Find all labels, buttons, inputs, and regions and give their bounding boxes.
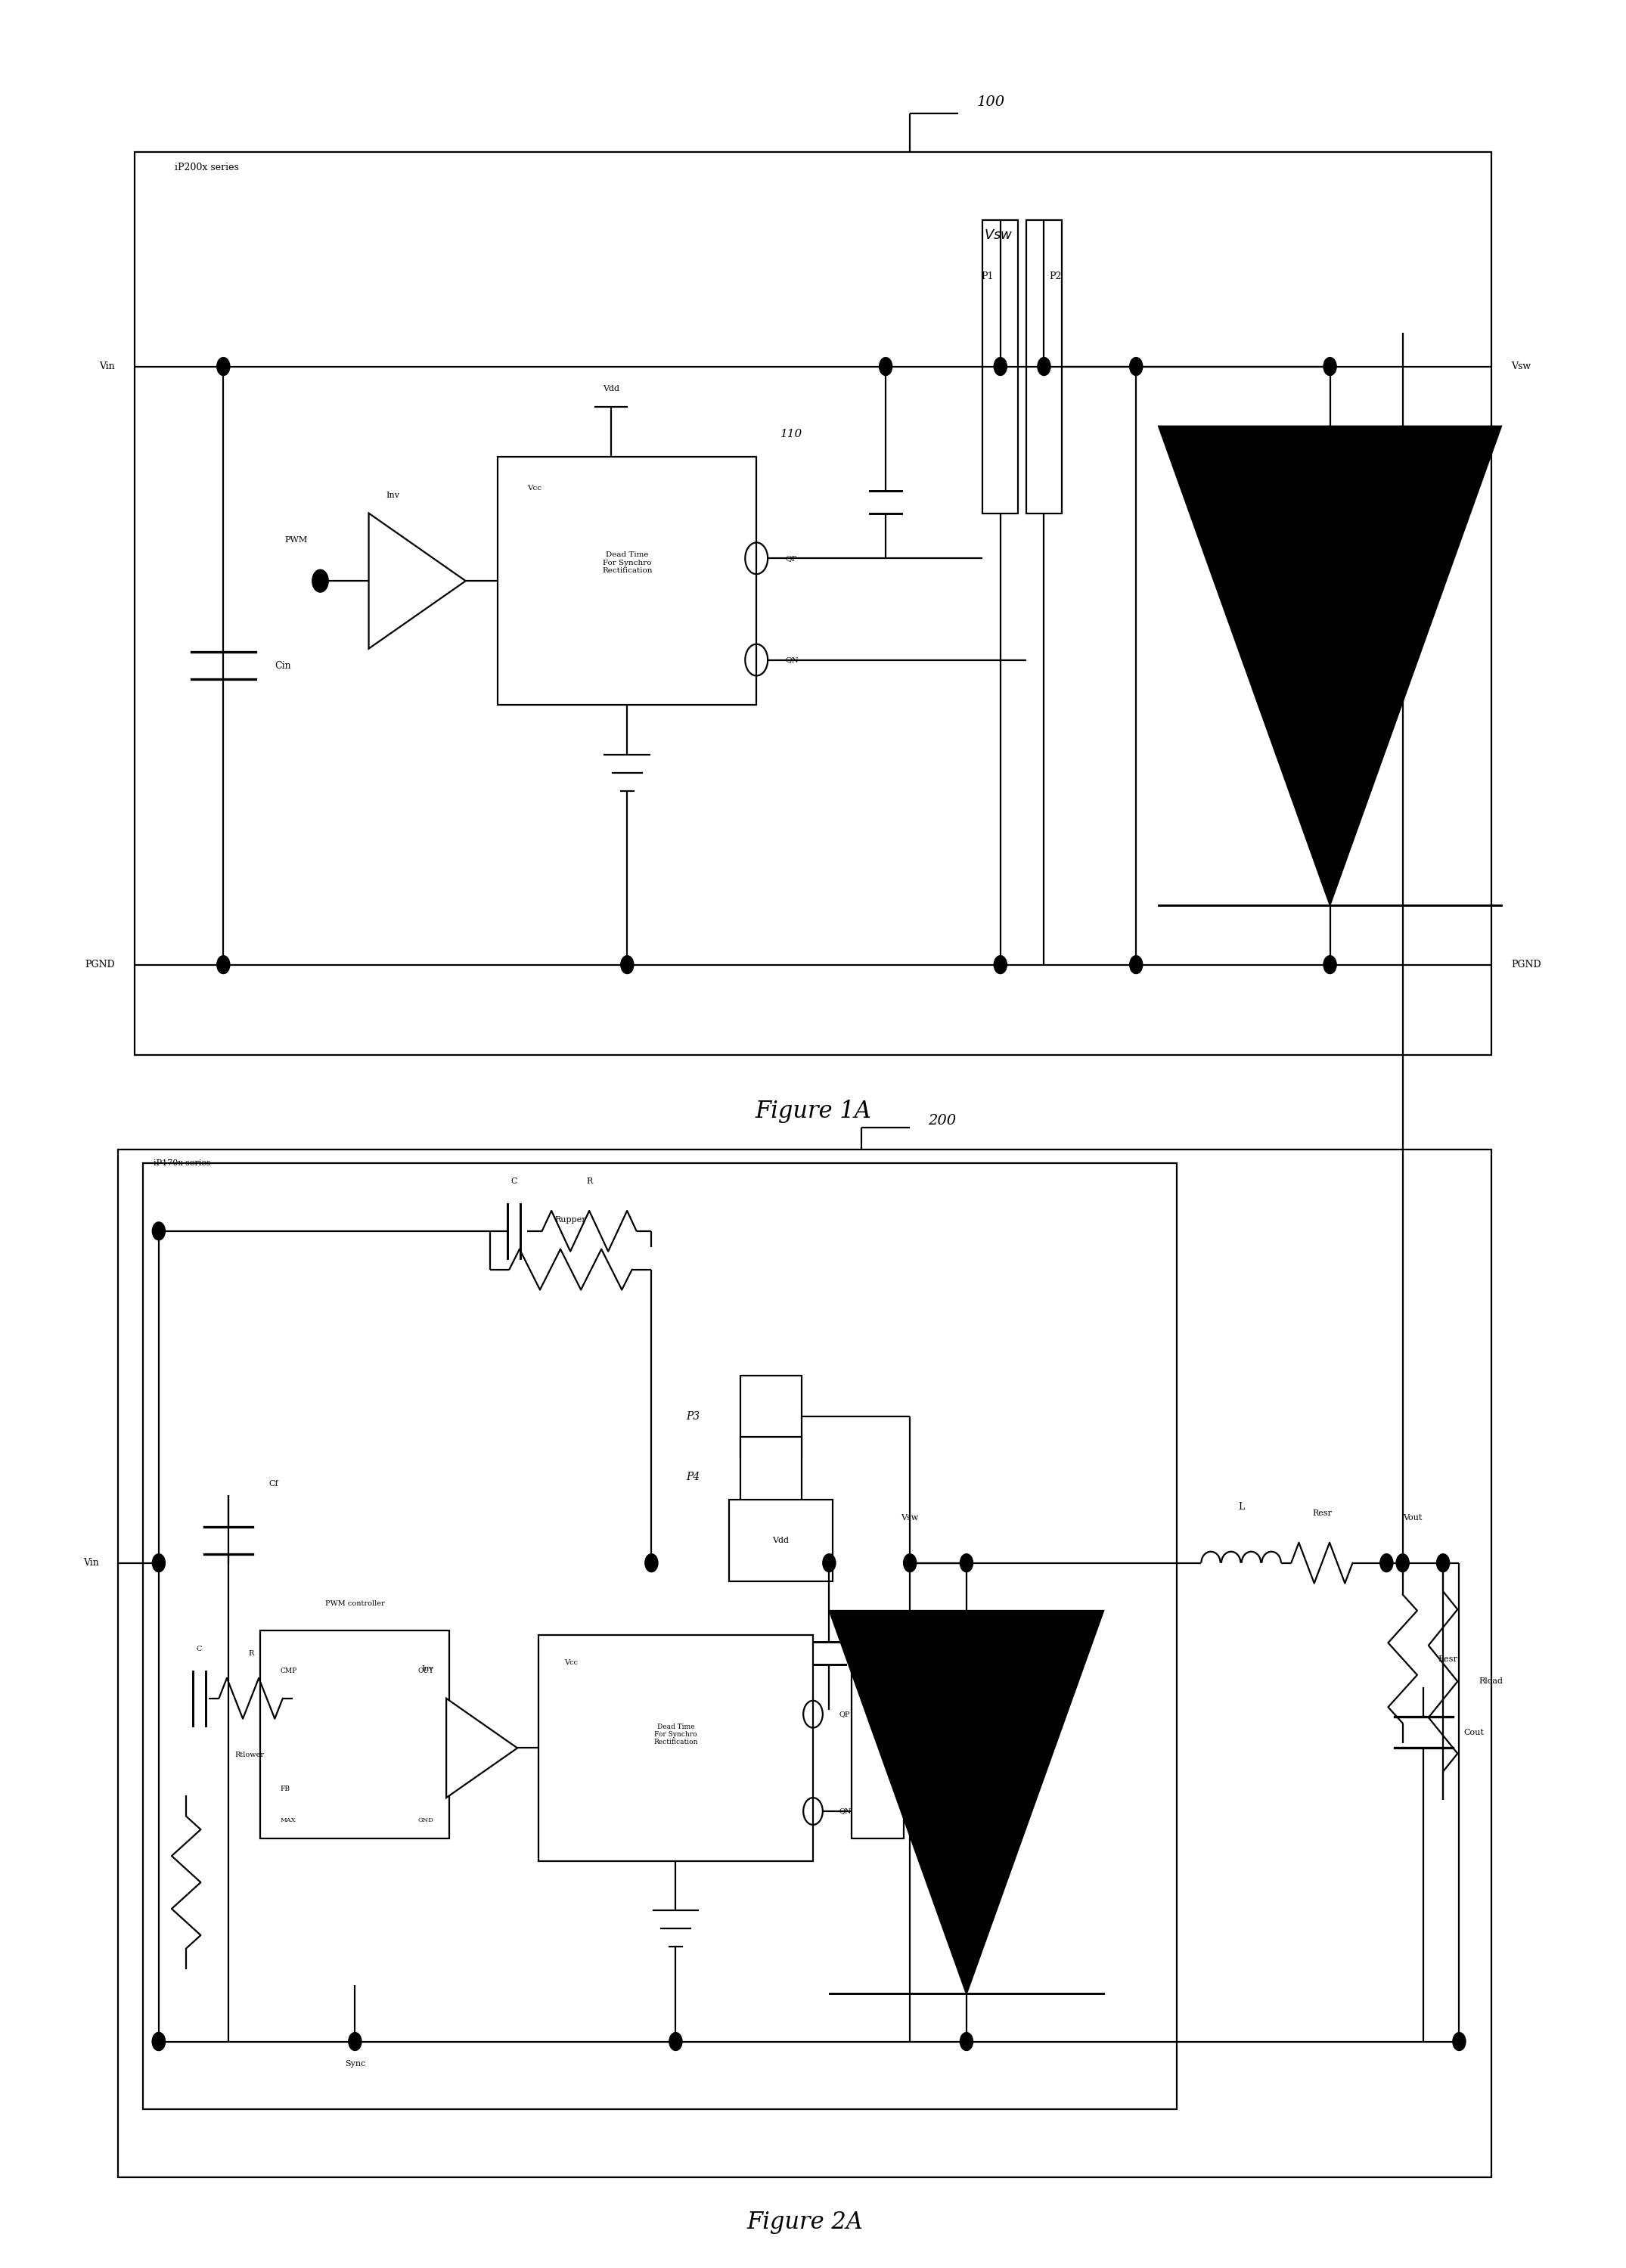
Bar [135, 152, 1491, 1055]
Text: 100: 100 [977, 95, 1005, 109]
Text: iP170x series: iP170x series [154, 1159, 211, 1168]
Bar [498, 456, 756, 705]
Text: Vout: Vout [1403, 1515, 1421, 1522]
Bar [143, 1163, 1177, 2109]
Circle shape [880, 358, 893, 376]
Circle shape [1130, 358, 1143, 376]
Text: PWM controller: PWM controller [325, 1601, 385, 1608]
Text: Inv: Inv [385, 492, 400, 499]
Bar [1026, 220, 1062, 513]
Circle shape [348, 2032, 361, 2050]
Text: FB: FB [280, 1785, 289, 1792]
Text: Dead Time
For Synchro
Rectification: Dead Time For Synchro Rectification [602, 551, 652, 574]
Circle shape [1397, 1554, 1410, 1572]
Circle shape [153, 2032, 166, 2050]
Circle shape [216, 358, 229, 376]
Circle shape [1380, 1554, 1393, 1572]
Circle shape [993, 955, 1006, 973]
Text: Vin: Vin [99, 361, 115, 372]
Circle shape [646, 1554, 659, 1572]
Text: Vsw: Vsw [901, 1515, 919, 1522]
Circle shape [312, 569, 328, 592]
Text: GND: GND [418, 1817, 434, 1823]
Text: Sync: Sync [345, 2059, 366, 2068]
Circle shape [216, 955, 229, 973]
Text: MAX: MAX [280, 1817, 296, 1823]
Bar [852, 1658, 904, 1839]
Bar [740, 1377, 802, 1456]
Bar [538, 1635, 813, 1862]
Text: iP200x series: iP200x series [176, 163, 239, 172]
Text: QN: QN [785, 655, 798, 662]
Circle shape [153, 1222, 166, 1241]
Circle shape [621, 955, 634, 973]
Text: Figure 1A: Figure 1A [754, 1100, 872, 1123]
Text: Resr: Resr [1312, 1510, 1332, 1517]
Circle shape [959, 2032, 972, 2050]
Circle shape [670, 2032, 683, 2050]
Bar [728, 1499, 833, 1581]
Text: Cin: Cin [275, 660, 291, 671]
Text: R: R [585, 1177, 592, 1186]
Text: PWM: PWM [285, 538, 307, 544]
Text: Rupper: Rupper [554, 1216, 587, 1222]
Text: Cout: Cout [1463, 1728, 1485, 1735]
Text: L: L [1237, 1501, 1244, 1510]
Polygon shape [369, 513, 465, 649]
Text: 200: 200 [928, 1114, 956, 1127]
Circle shape [1130, 955, 1143, 973]
Circle shape [1324, 955, 1337, 973]
Text: PGND: PGND [85, 959, 115, 971]
Text: Vin: Vin [83, 1558, 99, 1567]
Circle shape [153, 2032, 166, 2050]
Text: Vdd: Vdd [772, 1535, 789, 1545]
Text: CMP: CMP [280, 1667, 296, 1674]
Text: Vdd: Vdd [603, 386, 620, 392]
Text: Rtlower: Rtlower [234, 1751, 265, 1758]
Text: Vcc: Vcc [564, 1658, 577, 1665]
Text: Resr: Resr [1439, 1656, 1459, 1662]
Circle shape [823, 1554, 836, 1572]
Bar [740, 1436, 802, 1517]
Text: PGND: PGND [1511, 959, 1541, 971]
Polygon shape [829, 1610, 1104, 1994]
Text: Vsw: Vsw [1511, 361, 1530, 372]
Text: Dead Time
For Synchro
Rectification: Dead Time For Synchro Rectification [654, 1724, 698, 1746]
Text: QP: QP [785, 556, 797, 562]
Circle shape [1452, 2032, 1465, 2050]
Text: P2: P2 [1049, 272, 1062, 281]
Text: C: C [197, 1644, 202, 1651]
Text: $\mathit{Vsw}$: $\mathit{Vsw}$ [984, 229, 1013, 243]
Text: QP: QP [839, 1710, 850, 1717]
Circle shape [1324, 358, 1337, 376]
Text: QN: QN [839, 1808, 852, 1814]
Text: P1: P1 [980, 272, 993, 281]
Polygon shape [1159, 426, 1501, 905]
Circle shape [959, 1554, 972, 1572]
Text: Rload: Rload [1478, 1678, 1502, 1685]
Circle shape [1037, 358, 1050, 376]
Bar [260, 1631, 449, 1839]
Text: C: C [511, 1177, 517, 1186]
Text: 110: 110 [780, 429, 803, 440]
Text: OUT: OUT [418, 1667, 434, 1674]
Text: Cf: Cf [268, 1481, 278, 1488]
Circle shape [993, 358, 1006, 376]
Text: P3: P3 [686, 1411, 699, 1422]
Circle shape [153, 1554, 166, 1572]
Bar [119, 1150, 1491, 2177]
Text: P4: P4 [686, 1472, 699, 1483]
Text: Vcc: Vcc [527, 485, 541, 492]
Bar [982, 220, 1018, 513]
Text: R: R [249, 1649, 254, 1656]
Text: Inv: Inv [421, 1665, 434, 1672]
Circle shape [904, 1554, 917, 1572]
Text: Figure 2A: Figure 2A [746, 2211, 863, 2234]
Circle shape [1437, 1554, 1449, 1572]
Polygon shape [446, 1699, 517, 1799]
